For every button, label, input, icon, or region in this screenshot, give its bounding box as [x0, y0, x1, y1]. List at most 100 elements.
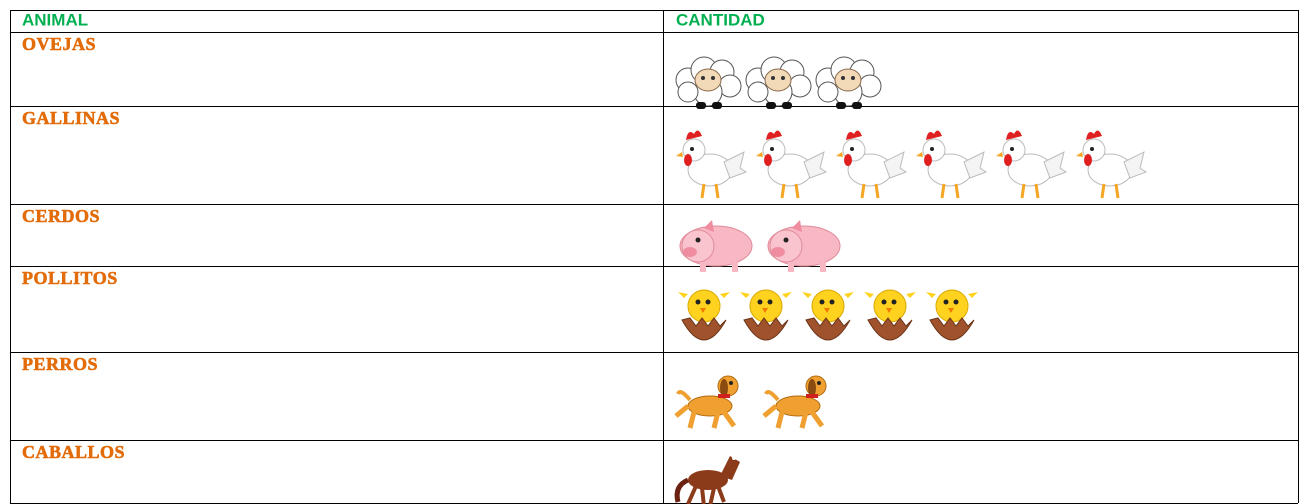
- icon-part: [873, 289, 907, 323]
- icon-part: [700, 308, 706, 313]
- icon-part: [817, 81, 839, 103]
- animal-icon: [675, 56, 742, 109]
- animal-icon: [802, 289, 854, 341]
- icon-part: [756, 130, 828, 199]
- icon-part: [1020, 183, 1040, 199]
- animal-icon: [926, 289, 978, 341]
- animal-label: PERROS: [22, 354, 98, 374]
- icon-part: [780, 183, 800, 199]
- icon-part: [806, 394, 818, 398]
- header-cell: ANIMAL: [22, 10, 88, 29]
- icon-part: [824, 308, 830, 313]
- animal-icon: [762, 375, 827, 429]
- animal-icon: [996, 130, 1068, 199]
- icon-part: [1004, 154, 1012, 166]
- icon-part: [886, 308, 892, 313]
- icon-part: [762, 404, 825, 429]
- icon-part: [720, 456, 740, 480]
- icon-part: [891, 299, 897, 305]
- icon-part: [740, 292, 750, 298]
- icon-part: [694, 68, 722, 92]
- icon-part: [851, 76, 855, 80]
- icon-part: [1090, 147, 1094, 151]
- animal-icon: [678, 289, 730, 341]
- icon-part: [674, 375, 739, 429]
- icon-part: [766, 130, 782, 140]
- animal-icon: [916, 130, 988, 199]
- icon-part: [1076, 152, 1083, 157]
- icon-part: [695, 237, 701, 243]
- icon-part: [743, 317, 789, 341]
- icon-part: [916, 152, 923, 157]
- icon-part: [817, 381, 821, 385]
- icon-part: [782, 292, 792, 298]
- icon-part: [943, 299, 949, 305]
- icon-part: [677, 81, 699, 103]
- icon-part: [769, 229, 803, 263]
- icon-part: [676, 390, 692, 402]
- icon-part: [788, 262, 794, 272]
- icon-part: [690, 147, 694, 151]
- icon-part: [695, 299, 701, 305]
- icon-part: [935, 289, 969, 323]
- icon-part: [767, 220, 841, 272]
- icon-part: [940, 183, 960, 199]
- icon-part: [783, 237, 789, 243]
- icon-part: [802, 289, 854, 341]
- icon-part: [729, 381, 733, 385]
- animal-label: CERDOS: [22, 206, 100, 226]
- icon-part: [811, 289, 845, 323]
- icon-part: [1084, 154, 1092, 166]
- icon-part: [1076, 130, 1148, 199]
- icon-part: [836, 102, 846, 109]
- icon-part: [829, 299, 835, 305]
- icon-part: [815, 56, 882, 109]
- animal-icon: [1076, 130, 1148, 199]
- icon-part: [740, 289, 792, 341]
- icon-part: [756, 152, 763, 157]
- icon-part: [711, 76, 715, 80]
- icon-part: [745, 56, 812, 109]
- icon-part: [720, 379, 728, 397]
- icon-part: [679, 220, 753, 272]
- icon-part: [782, 102, 792, 109]
- icon-part: [926, 289, 978, 341]
- icon-part: [674, 404, 737, 429]
- animal-icon: [674, 456, 740, 504]
- icon-part: [764, 390, 780, 402]
- icon-part: [681, 317, 727, 341]
- animal-label: POLLITOS: [22, 268, 118, 288]
- icon-part: [676, 152, 683, 157]
- icon-part: [1086, 130, 1102, 140]
- header-cell: CANTIDAD: [676, 10, 765, 29]
- icon-part: [678, 289, 730, 341]
- icon-part: [846, 130, 862, 140]
- icon-part: [683, 247, 697, 257]
- icon-part: [836, 152, 843, 157]
- icon-part: [674, 477, 690, 503]
- icon-part: [781, 76, 785, 80]
- icon-part: [1010, 147, 1014, 151]
- icon-part: [792, 220, 802, 232]
- icon-part: [953, 299, 959, 305]
- icon-part: [757, 299, 763, 305]
- icon-part: [860, 183, 880, 199]
- icon-part: [771, 247, 785, 257]
- icon-part: [834, 68, 862, 92]
- animal-label: GALLINAS: [22, 108, 120, 128]
- icon-part: [718, 394, 730, 398]
- icon-part: [926, 130, 942, 140]
- icon-part: [686, 130, 702, 140]
- icon-part: [852, 102, 862, 109]
- icon-part: [700, 183, 720, 199]
- icon-part: [764, 154, 772, 166]
- icon-part: [747, 81, 769, 103]
- animal-icon: [756, 130, 828, 199]
- icon-part: [675, 56, 742, 109]
- icon-part: [844, 292, 854, 298]
- icon-part: [1043, 151, 1068, 179]
- icon-part: [749, 289, 783, 323]
- icon-part: [771, 76, 775, 80]
- icon-part: [762, 308, 768, 313]
- animal-label: OVEJAS: [22, 34, 96, 54]
